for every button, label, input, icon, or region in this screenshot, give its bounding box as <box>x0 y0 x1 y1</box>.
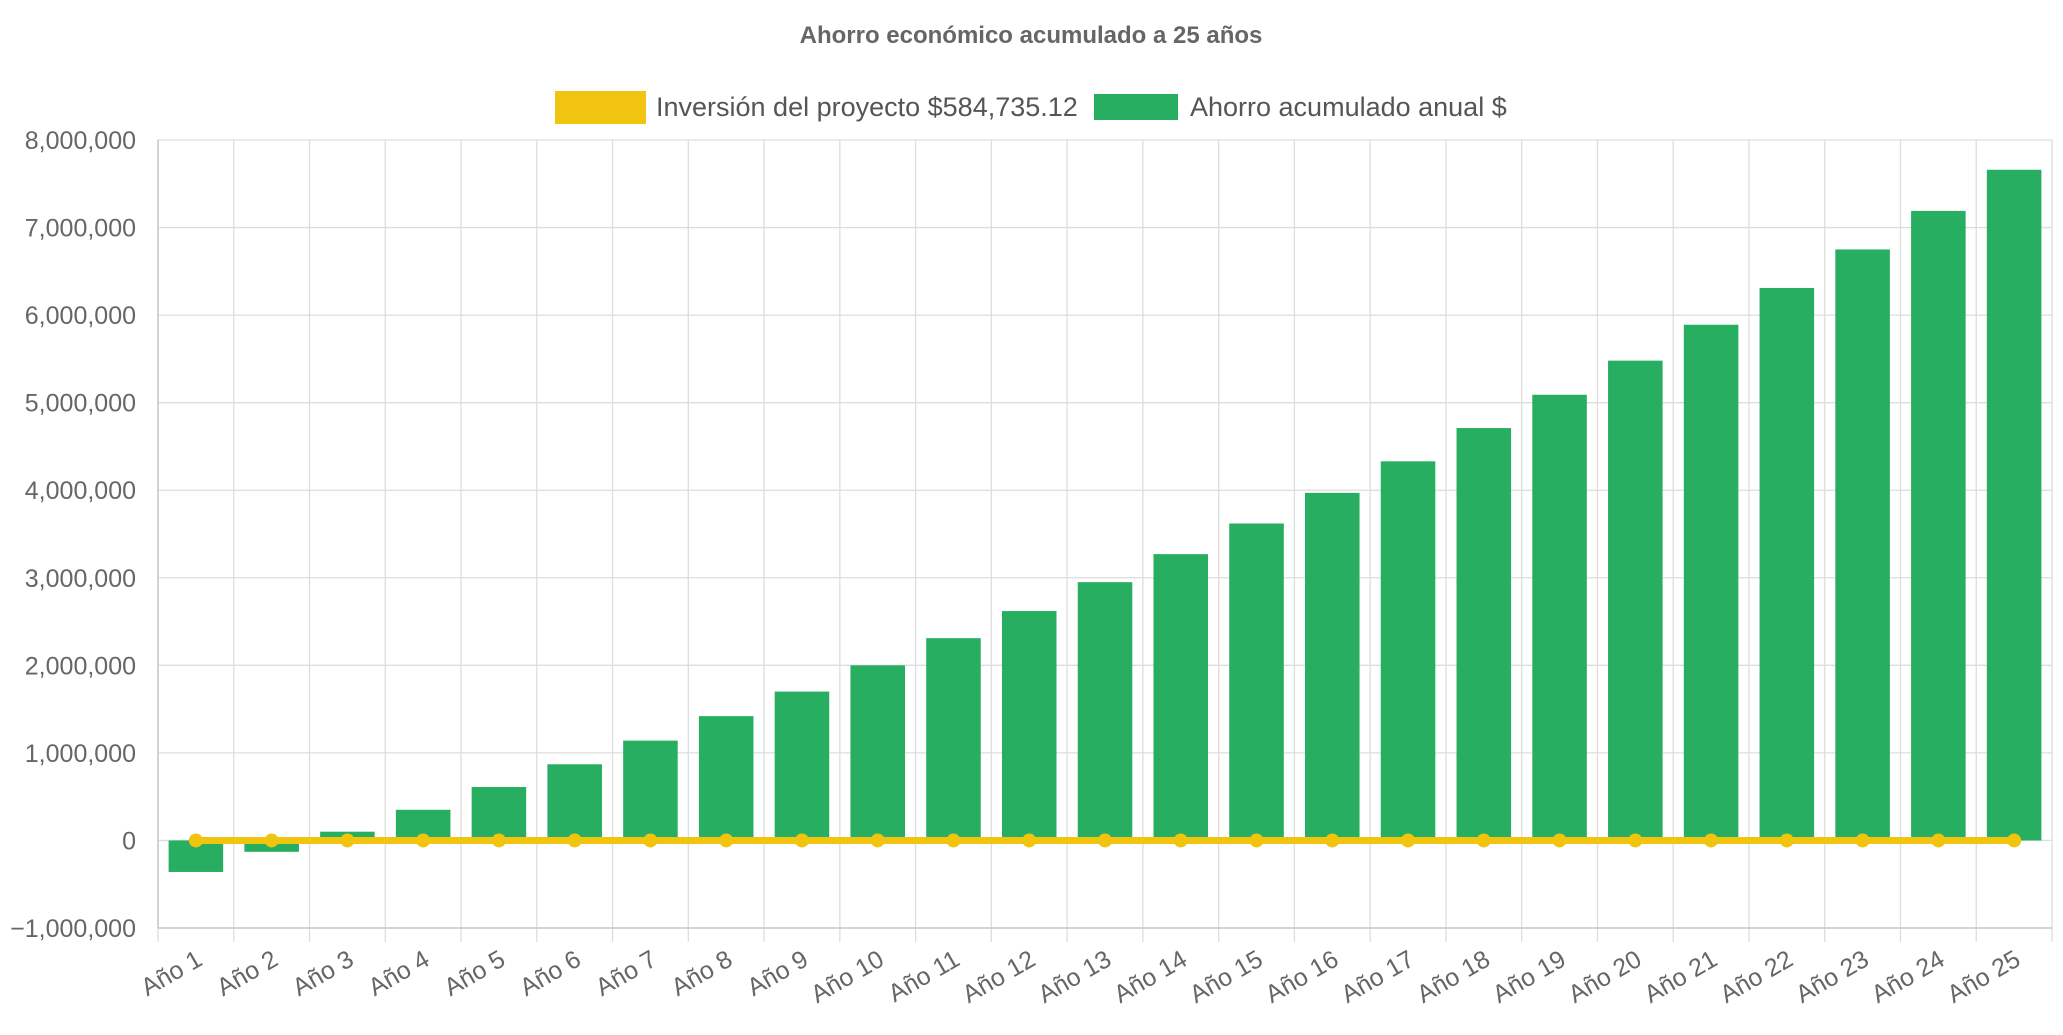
bar-9[interactable] <box>774 691 830 841</box>
legend: Inversión del proyecto $584,735.12 Ahorro… <box>555 91 1507 124</box>
investment-point-24[interactable] <box>1931 833 1946 848</box>
x-tick-label: Año 10 <box>806 945 889 1009</box>
legend-swatch-savings[interactable] <box>1094 94 1178 120</box>
x-tick-label: Año 13 <box>1033 945 1116 1009</box>
y-tick-label: 3,000,000 <box>25 565 136 593</box>
x-tick-label: Año 17 <box>1336 945 1419 1009</box>
investment-point-22[interactable] <box>1779 833 1794 848</box>
legend-label-investment[interactable]: Inversión del proyecto $584,735.12 <box>656 92 1078 122</box>
bar-22[interactable] <box>1759 287 1815 841</box>
y-axis: 8,000,000 7,000,000 6,000,000 5,000,000 4,00… <box>10 127 136 943</box>
bar-5[interactable] <box>471 787 527 841</box>
x-tick-label: Año 21 <box>1639 945 1722 1009</box>
bar-23[interactable] <box>1835 249 1890 841</box>
investment-point-9[interactable] <box>794 833 809 848</box>
bar-11[interactable] <box>926 638 981 841</box>
x-tick-label: Año 5 <box>439 945 510 1002</box>
investment-point-3[interactable] <box>340 833 355 848</box>
y-tick-label: 5,000,000 <box>25 390 136 418</box>
x-tick-label: Año 9 <box>742 945 813 1002</box>
investment-point-10[interactable] <box>870 833 885 848</box>
x-tick-label: Año 7 <box>591 945 662 1002</box>
investment-point-4[interactable] <box>416 833 431 848</box>
investment-point-1[interactable] <box>188 833 203 848</box>
bar-16[interactable] <box>1305 492 1360 841</box>
investment-point-14[interactable] <box>1173 833 1188 848</box>
investment-point-7[interactable] <box>643 833 658 848</box>
investment-point-5[interactable] <box>491 833 506 848</box>
legend-swatch-investment[interactable] <box>555 91 646 124</box>
x-tick-label: Año 8 <box>667 945 738 1002</box>
investment-point-13[interactable] <box>1098 833 1112 848</box>
bar-17[interactable] <box>1380 461 1436 841</box>
x-tick-label: Año 11 <box>883 945 964 1008</box>
bar-19[interactable] <box>1532 394 1587 841</box>
investment-point-12[interactable] <box>1022 833 1037 848</box>
chart-title: Ahorro económico acumulado a 25 años <box>800 22 1263 49</box>
investment-point-19[interactable] <box>1552 833 1567 848</box>
bar-6[interactable] <box>547 764 602 841</box>
bar-7[interactable] <box>623 740 678 841</box>
x-tick-label: Año 22 <box>1715 945 1798 1009</box>
x-tick-label: Año 3 <box>288 945 359 1002</box>
bar-20[interactable] <box>1608 360 1663 841</box>
bar-10[interactable] <box>850 665 905 841</box>
y-tick-label: 0 <box>122 827 136 855</box>
x-tick-label: Año 6 <box>515 945 586 1002</box>
x-tick-label: Año 20 <box>1564 945 1647 1009</box>
bar-21[interactable] <box>1683 324 1739 841</box>
investment-point-16[interactable] <box>1325 833 1340 848</box>
bar-18[interactable] <box>1456 428 1512 841</box>
y-tick-label: 7,000,000 <box>25 215 136 243</box>
x-tick-label: Año 18 <box>1412 945 1495 1009</box>
x-tick-label: Año 4 <box>364 945 435 1002</box>
investment-point-8[interactable] <box>719 833 734 848</box>
x-tick-label: Año 25 <box>1942 945 2025 1009</box>
x-tick-label: Año 14 <box>1109 945 1192 1009</box>
bar-24[interactable] <box>1911 210 1966 841</box>
y-tick-label: 1,000,000 <box>25 740 136 768</box>
investment-point-2[interactable] <box>264 833 279 848</box>
bar-8[interactable] <box>698 716 754 841</box>
investment-point-15[interactable] <box>1249 833 1264 848</box>
y-tick-label: 2,000,000 <box>25 652 136 680</box>
investment-point-11[interactable] <box>946 833 961 848</box>
investment-point-25[interactable] <box>2007 833 2022 848</box>
x-tick-label: Año 1 <box>136 945 207 1002</box>
bar-14[interactable] <box>1153 554 1209 841</box>
investment-point-6[interactable] <box>567 833 582 848</box>
x-tick-label: Año 23 <box>1791 945 1874 1009</box>
legend-label-savings[interactable]: Ahorro acumulado anual $ <box>1190 92 1507 122</box>
x-tick-label: Año 24 <box>1867 945 1950 1009</box>
x-tick-label: Año 15 <box>1185 945 1268 1009</box>
investment-point-21[interactable] <box>1704 833 1719 848</box>
bars <box>168 169 2042 872</box>
y-tick-label: −1,000,000 <box>10 915 136 943</box>
bar-25[interactable] <box>1986 169 2042 841</box>
grid <box>157 139 2053 942</box>
y-tick-label: 4,000,000 <box>25 477 136 505</box>
investment-point-17[interactable] <box>1401 833 1416 848</box>
x-tick-label: Año 16 <box>1261 945 1344 1009</box>
x-tick-label: Año 12 <box>958 945 1041 1009</box>
bar-12[interactable] <box>1001 611 1057 841</box>
bar-13[interactable] <box>1077 582 1133 841</box>
investment-point-23[interactable] <box>1855 833 1870 848</box>
investment-point-18[interactable] <box>1476 833 1491 848</box>
investment-line <box>188 833 2022 848</box>
investment-point-20[interactable] <box>1628 833 1643 848</box>
y-tick-label: 8,000,000 <box>25 127 136 155</box>
bar-15[interactable] <box>1229 523 1284 841</box>
y-tick-label: 6,000,000 <box>25 302 136 330</box>
x-axis: Año 1 Año 2 Año 3 Año 4 Año 5 Año 6 Año 7 Año 8… <box>136 945 2025 1009</box>
x-tick-label: Año 19 <box>1488 945 1571 1009</box>
x-tick-label: Año 2 <box>212 945 283 1002</box>
